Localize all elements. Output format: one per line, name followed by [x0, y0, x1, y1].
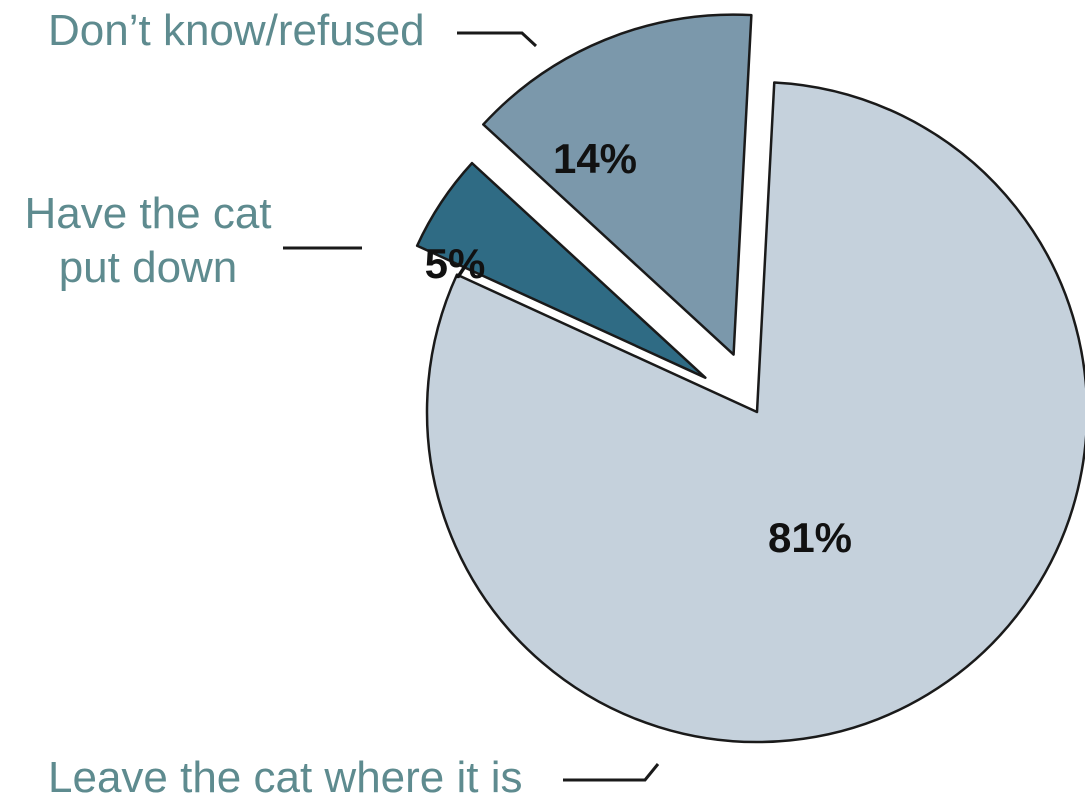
leader-line-leave-cat	[563, 763, 660, 782]
category-label-leave-cat: Leave the cat where it is	[48, 753, 522, 800]
value-label-leave-cat: 81%	[768, 514, 852, 561]
category-label-dont-know: Don’t know/refused	[48, 6, 425, 55]
value-label-put-down: 5%	[425, 240, 486, 287]
pie-slice-leave-cat	[425, 81, 1085, 744]
category-label-put-down: Have the cat put down	[24, 189, 271, 292]
pie-slice-put-down	[415, 161, 707, 379]
pie-slice-dont-know	[482, 13, 753, 356]
value-label-dont-know: 14%	[553, 135, 637, 182]
leader-line-dont-know	[457, 31, 538, 48]
